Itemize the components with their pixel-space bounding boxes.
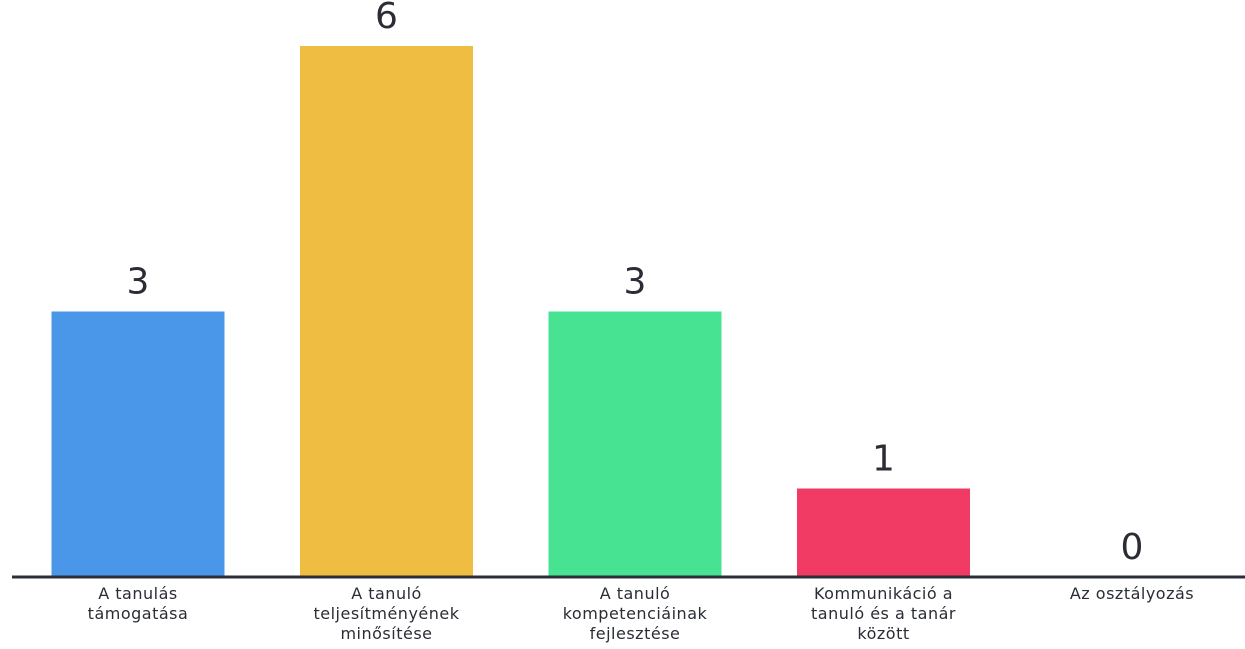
bars-group	[51, 46, 970, 577]
value-label-2: 3	[624, 262, 647, 303]
category-label-1: A tanuló teljesítményének minősítése	[313, 584, 459, 643]
category-label-3-line-0: Kommunikáció a	[814, 584, 953, 603]
category-label-2-line-0: A tanuló	[600, 584, 671, 603]
value-label-0: 3	[127, 262, 150, 303]
category-label-2-line-1: kompetenciáinak	[563, 604, 708, 623]
bar-3	[797, 488, 970, 577]
value-label-1: 6	[375, 0, 398, 37]
value-labels-group: 3 6 3 1 0	[127, 0, 1144, 568]
category-label-1-line-1: teljesítményének	[313, 604, 459, 623]
bar-0	[51, 311, 225, 577]
category-label-1-line-2: minősítése	[340, 624, 432, 643]
value-label-3: 1	[872, 439, 895, 480]
category-label-4-line-0: Az osztályozás	[1070, 584, 1194, 603]
value-label-4: 0	[1121, 527, 1144, 568]
category-label-3-line-1: tanuló és a tanár	[811, 604, 956, 623]
category-label-0-line-1: támogatása	[88, 604, 189, 623]
bar-1	[300, 46, 473, 577]
category-label-3: Kommunikáció a tanuló és a tanár között	[811, 584, 956, 643]
category-label-4: Az osztályozás	[1070, 584, 1194, 603]
category-label-2: A tanuló kompetenciáinak fejlesztése	[563, 584, 708, 643]
category-label-0: A tanulás támogatása	[88, 584, 189, 623]
category-label-1-line-0: A tanuló	[351, 584, 422, 603]
bar-2	[548, 311, 722, 577]
category-label-3-line-2: között	[857, 624, 909, 643]
category-label-2-line-2: fejlesztése	[590, 624, 681, 643]
category-label-0-line-0: A tanulás	[98, 584, 177, 603]
